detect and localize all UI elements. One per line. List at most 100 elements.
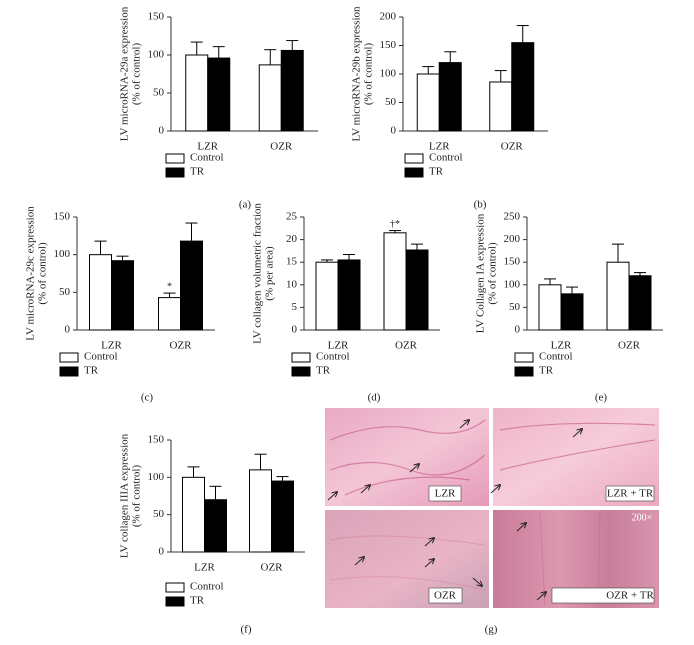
bar bbox=[538, 284, 562, 331]
y-tick-label: 200 bbox=[380, 11, 397, 23]
bar bbox=[89, 254, 112, 331]
panel-label: (g) bbox=[485, 624, 498, 636]
y-tick-label: 100 bbox=[380, 68, 397, 80]
y-tick-label: 50 bbox=[153, 508, 165, 520]
y-tick-label: 20 bbox=[286, 233, 298, 245]
y-tick-label: 0 bbox=[159, 125, 165, 137]
image-label: OZR bbox=[434, 590, 457, 602]
y-tick-label: 100 bbox=[504, 278, 521, 290]
y-axis-label: (% per area) bbox=[264, 246, 276, 301]
x-tick-label: LZR bbox=[197, 141, 218, 153]
bar bbox=[182, 476, 205, 553]
legend-label: TR bbox=[316, 365, 331, 377]
legend-swatch bbox=[165, 153, 185, 164]
y-axis-label: LV collagen volumetric fraction bbox=[252, 203, 264, 344]
legend-label: Control bbox=[84, 351, 118, 363]
y-tick-label: 150 bbox=[148, 434, 165, 446]
bar bbox=[438, 62, 462, 132]
legend-swatch bbox=[165, 167, 185, 178]
legend-swatch bbox=[404, 167, 424, 178]
y-axis-label: LV microRNA-29b expression bbox=[351, 6, 363, 142]
y-axis-label: (% of control) bbox=[363, 43, 375, 106]
bar bbox=[258, 64, 282, 132]
y-tick-label: 100 bbox=[54, 248, 71, 260]
bar bbox=[111, 260, 134, 331]
legend-label: TR bbox=[429, 166, 444, 178]
legend-label: Control bbox=[190, 581, 224, 593]
y-tick-label: 0 bbox=[391, 125, 397, 137]
y-axis-label: LV microRNA-29c expression bbox=[25, 206, 37, 341]
bar bbox=[280, 49, 304, 132]
legend-swatch bbox=[59, 352, 79, 363]
x-tick-label: OZR bbox=[170, 340, 193, 352]
y-tick-label: 0 bbox=[292, 324, 298, 336]
y-axis-label: LV microRNA-29a expression bbox=[119, 6, 131, 141]
bar bbox=[249, 469, 272, 553]
micrograph-panel: LZR LZR + TR OZR OZR + TR 200× (g) bbox=[325, 408, 659, 636]
x-tick-label: LZR bbox=[194, 562, 215, 574]
bar bbox=[489, 81, 513, 132]
label-box bbox=[551, 587, 655, 604]
legend-label: TR bbox=[190, 166, 205, 178]
bar bbox=[337, 259, 361, 331]
legend-swatch bbox=[514, 352, 534, 363]
y-tick-label: 15 bbox=[286, 256, 298, 268]
y-axis-label: (% of control) bbox=[131, 43, 143, 106]
image-label: LZR bbox=[435, 488, 456, 500]
y-tick-label: 150 bbox=[148, 11, 165, 23]
y-tick-label: 150 bbox=[380, 39, 397, 51]
legend-swatch bbox=[59, 366, 79, 377]
y-tick-label: 0 bbox=[159, 546, 165, 558]
x-tick-label: OZR bbox=[501, 141, 524, 153]
legend-label: TR bbox=[84, 365, 99, 377]
x-tick-label: LZR bbox=[551, 340, 572, 352]
image-label: OZR + TR bbox=[606, 590, 654, 602]
y-axis-label: (% of control) bbox=[37, 242, 49, 305]
label-box bbox=[428, 587, 463, 604]
y-tick-label: 10 bbox=[286, 278, 298, 290]
x-tick-label: LZR bbox=[101, 340, 122, 352]
panel-label: (d) bbox=[368, 392, 381, 404]
legend-swatch bbox=[165, 582, 185, 593]
bar bbox=[207, 57, 231, 132]
bar bbox=[560, 293, 584, 331]
x-tick-label: LZR bbox=[328, 340, 349, 352]
y-tick-label: 50 bbox=[385, 96, 397, 108]
micrograph bbox=[325, 510, 489, 608]
y-axis-label: LV Collagen IA expression bbox=[475, 213, 487, 333]
bar bbox=[606, 261, 630, 331]
legend-swatch bbox=[514, 366, 534, 377]
legend-label: Control bbox=[429, 152, 463, 164]
bar bbox=[271, 480, 294, 553]
y-tick-label: 25 bbox=[286, 211, 298, 223]
y-axis-label: (% of control) bbox=[131, 465, 143, 528]
image-label: LZR + TR bbox=[607, 488, 654, 500]
fibers bbox=[329, 419, 656, 607]
y-tick-label: 150 bbox=[54, 211, 71, 223]
legend-label: TR bbox=[539, 365, 554, 377]
y-tick-label: 0 bbox=[515, 324, 521, 336]
label-box bbox=[605, 485, 655, 502]
panel-label: (e) bbox=[595, 392, 608, 404]
y-tick-label: 100 bbox=[148, 49, 165, 61]
x-tick-label: LZR bbox=[429, 141, 450, 153]
x-tick-label: OZR bbox=[270, 141, 293, 153]
panel-label: (f) bbox=[241, 624, 252, 636]
y-tick-label: 50 bbox=[509, 301, 521, 313]
panel-label: (c) bbox=[141, 392, 154, 404]
y-tick-label: 200 bbox=[504, 233, 521, 245]
x-tick-label: OZR bbox=[618, 340, 641, 352]
label-box bbox=[428, 485, 462, 502]
x-tick-label: OZR bbox=[261, 562, 284, 574]
y-tick-label: 5 bbox=[292, 301, 298, 313]
bar bbox=[405, 249, 429, 331]
bar bbox=[204, 499, 227, 553]
legend-swatch bbox=[165, 596, 185, 607]
magnification: 200× bbox=[632, 512, 653, 523]
bar bbox=[511, 42, 535, 132]
y-tick-label: 250 bbox=[504, 211, 521, 223]
x-tick-label: OZR bbox=[395, 340, 418, 352]
legend-label: TR bbox=[190, 595, 205, 607]
panel-label: (a) bbox=[239, 199, 252, 211]
